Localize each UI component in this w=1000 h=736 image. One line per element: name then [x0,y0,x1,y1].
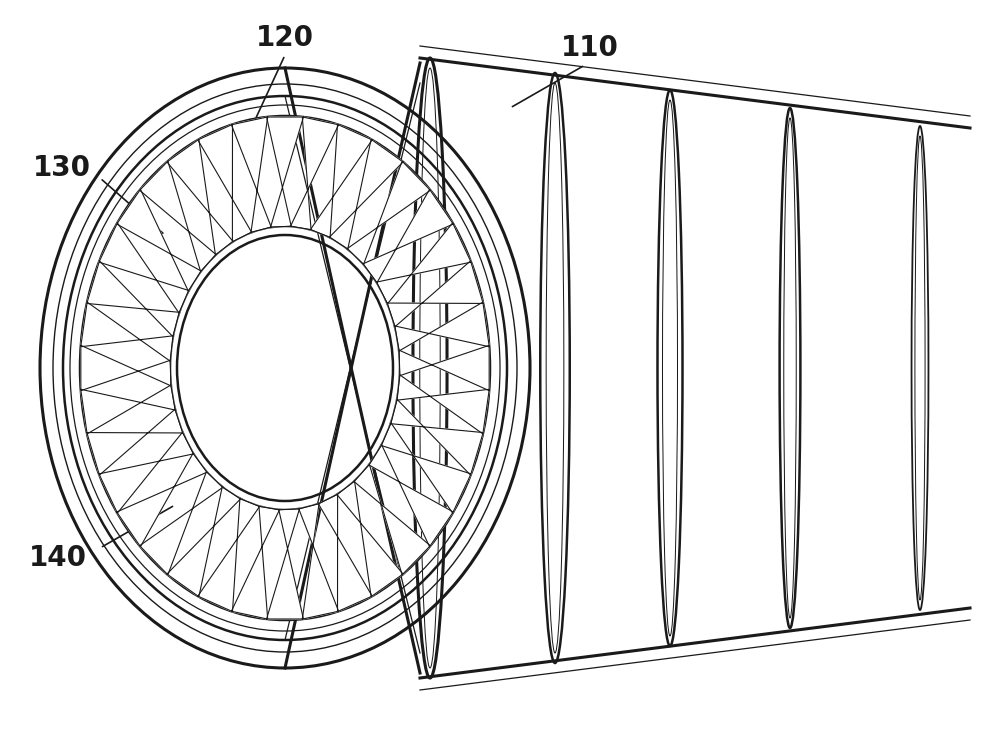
Polygon shape [347,161,430,264]
Polygon shape [231,506,279,619]
Polygon shape [81,302,173,361]
Polygon shape [397,375,489,434]
Polygon shape [140,161,216,272]
Polygon shape [377,223,471,304]
Polygon shape [363,189,453,283]
Polygon shape [267,509,303,619]
Polygon shape [395,302,489,351]
Polygon shape [231,117,271,233]
Polygon shape [99,223,189,313]
Polygon shape [140,472,223,575]
Text: 110: 110 [561,34,619,62]
Polygon shape [167,139,233,255]
Polygon shape [81,385,175,434]
Polygon shape [291,117,339,230]
Polygon shape [198,498,260,612]
Polygon shape [354,464,430,575]
Polygon shape [310,124,372,238]
Polygon shape [381,423,471,513]
Polygon shape [318,495,372,612]
Polygon shape [369,445,453,547]
Polygon shape [87,261,179,336]
Polygon shape [167,487,240,597]
Polygon shape [117,189,201,291]
Text: 130: 130 [33,154,91,182]
Polygon shape [198,124,252,241]
Polygon shape [399,345,489,391]
Polygon shape [299,503,339,619]
Polygon shape [81,345,171,391]
Polygon shape [117,453,207,547]
Polygon shape [99,432,193,513]
Polygon shape [337,481,403,597]
Polygon shape [330,139,403,249]
Polygon shape [387,261,483,327]
Polygon shape [87,409,183,475]
Text: 120: 120 [256,24,314,52]
Polygon shape [267,117,303,227]
Polygon shape [391,400,483,475]
Text: 140: 140 [29,544,87,572]
